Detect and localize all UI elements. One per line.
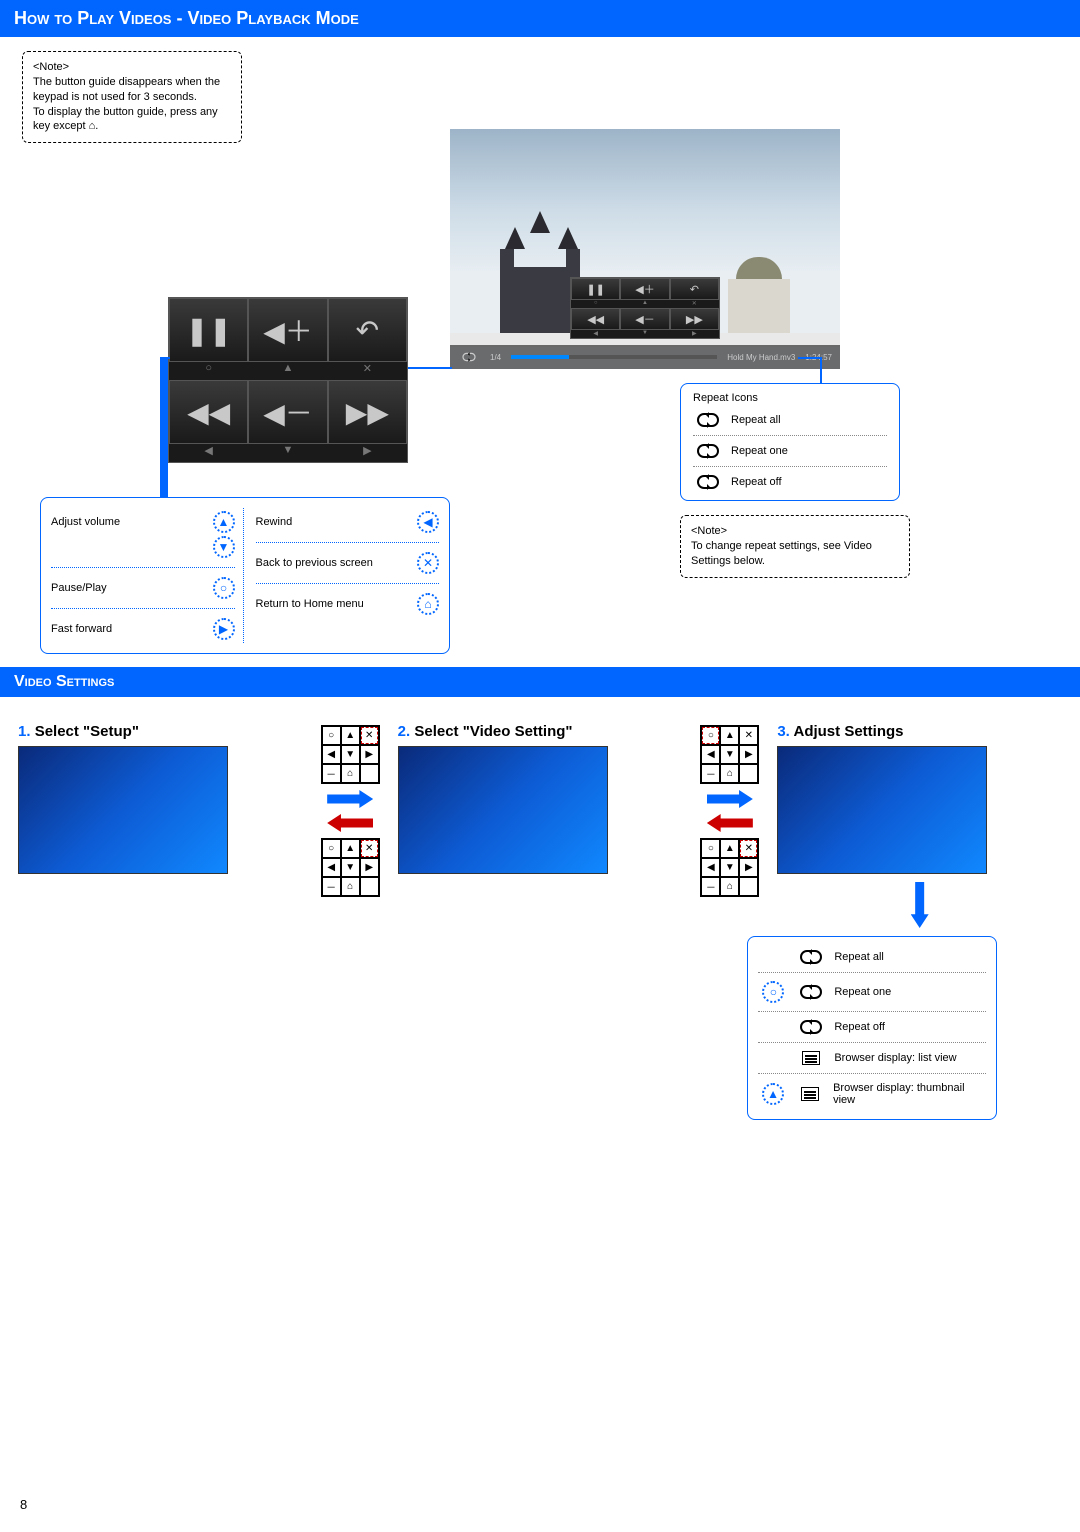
legend-home: Return to Home menu	[256, 598, 410, 610]
arrow-forward-icon	[707, 790, 753, 808]
note2-title: <Note>	[691, 524, 899, 539]
repeat-off-icon	[697, 475, 719, 489]
video-title: Hold My Hand.mv3	[727, 353, 795, 362]
arrow-back-icon	[707, 814, 753, 832]
note-button-guide: <Note> The button guide disappears when …	[22, 51, 242, 143]
controls-legend: Adjust volume ▲ ▼ Pause/Play ○ Fast forwar…	[40, 497, 450, 654]
list-view-icon	[802, 1051, 820, 1065]
page-number: 8	[20, 1497, 27, 1512]
rewind-button[interactable]: ◀◀	[169, 380, 248, 444]
keypad-2b: ○▲✕ ◀▼▶ －⌂	[700, 838, 759, 897]
section-header-playback: How to Play Videos - Video Playback Mode	[0, 0, 1080, 37]
opt-list-view: Browser display: list view	[834, 1052, 956, 1064]
arrow-down-icon	[911, 882, 929, 928]
note-title: <Note>	[33, 60, 231, 75]
progress-bar[interactable]	[511, 355, 717, 359]
step3-screenshot	[777, 746, 987, 874]
mark-x: ✕	[417, 552, 439, 574]
note-line1: The button guide disappears when the key…	[33, 75, 231, 105]
repeat-off-icon	[800, 1020, 822, 1034]
legend-adjust-volume: Adjust volume	[51, 516, 205, 528]
step3-title: 3. Adjust Settings	[777, 723, 1062, 740]
step2-title: 2. Select "Video Setting"	[398, 723, 683, 740]
volume-up-button[interactable]: ◀＋	[248, 298, 327, 362]
hint-down: ▼	[248, 444, 327, 462]
note-repeat-settings: <Note> To change repeat settings, see Vi…	[680, 515, 910, 578]
repeat-indicator-icon	[462, 353, 475, 361]
repeat-icons-title: Repeat Icons	[693, 392, 887, 404]
control-panel: ❚❚ ◀＋ ↶ ○▲✕ ◀◀ ◀－ ▶▶ ◀▼▶	[168, 297, 408, 463]
note2-text: To change repeat settings, see Video Set…	[691, 539, 899, 569]
keypad-1a: ○▲✕ ◀▼▶ －⌂	[321, 725, 380, 784]
step2-screenshot	[398, 746, 608, 874]
mark-circle: ○	[213, 577, 235, 599]
step1-title: 1. Select "Setup"	[18, 723, 303, 740]
legend-ffwd: Fast forward	[51, 623, 205, 635]
mark-home: ⌂	[417, 593, 439, 615]
repeat-off-label: Repeat off	[731, 476, 782, 488]
hint-circle: ○	[169, 362, 248, 380]
pause-button[interactable]: ❚❚	[169, 298, 248, 362]
hint-right: ▶	[328, 444, 407, 462]
opt-thumb-view: Browser display: thumbnail view	[833, 1082, 986, 1106]
legend-pause-play: Pause/Play	[51, 582, 205, 594]
section-header-settings: Video Settings	[0, 667, 1080, 697]
mark-left: ◀	[417, 511, 439, 533]
opt-repeat-one: Repeat one	[834, 986, 891, 998]
mark-circle: ○	[762, 981, 784, 1003]
hint-left: ◀	[169, 444, 248, 462]
opt-repeat-all: Repeat all	[834, 951, 884, 963]
repeat-icons-box: Repeat Icons Repeat all Repeat one Repea…	[680, 383, 900, 501]
hint-x: ✕	[328, 362, 407, 380]
legend-rewind: Rewind	[256, 516, 410, 528]
repeat-one-label: Repeat one	[731, 445, 788, 457]
repeat-one-icon	[800, 985, 822, 999]
video-playback-preview: ❚❚◀＋↶ ○▲✕ ◀◀◀－▶▶ ◀▼▶ 1/4 Hold My Hand.mv…	[450, 129, 840, 369]
keypad-1b: ○▲✕ ◀▼▶ －⌂	[321, 838, 380, 897]
settings-options-box: Repeat all ○ Repeat one Repeat off Browse…	[747, 936, 997, 1120]
note-line2: To display the button guide, press any k…	[33, 105, 231, 135]
legend-back: Back to previous screen	[256, 557, 410, 569]
thumbnail-view-icon	[801, 1087, 819, 1101]
arrow-forward-icon	[327, 790, 373, 808]
video-index: 1/4	[490, 353, 501, 362]
arrow-back-icon	[327, 814, 373, 832]
mark-up: ▲	[762, 1083, 784, 1105]
volume-down-button[interactable]: ◀－	[248, 380, 327, 444]
hint-up: ▲	[248, 362, 327, 380]
repeat-one-icon	[697, 444, 719, 458]
step1-screenshot	[18, 746, 228, 874]
repeat-all-label: Repeat all	[731, 414, 781, 426]
mark-down: ▼	[213, 536, 235, 558]
back-button[interactable]: ↶	[328, 298, 407, 362]
keypad-2a: ○▲✕ ◀▼▶ －⌂	[700, 725, 759, 784]
repeat-all-icon	[697, 413, 719, 427]
mark-up: ▲	[213, 511, 235, 533]
forward-button[interactable]: ▶▶	[328, 380, 407, 444]
mark-right: ▶	[213, 618, 235, 640]
opt-repeat-off: Repeat off	[834, 1021, 885, 1033]
repeat-all-icon	[800, 950, 822, 964]
